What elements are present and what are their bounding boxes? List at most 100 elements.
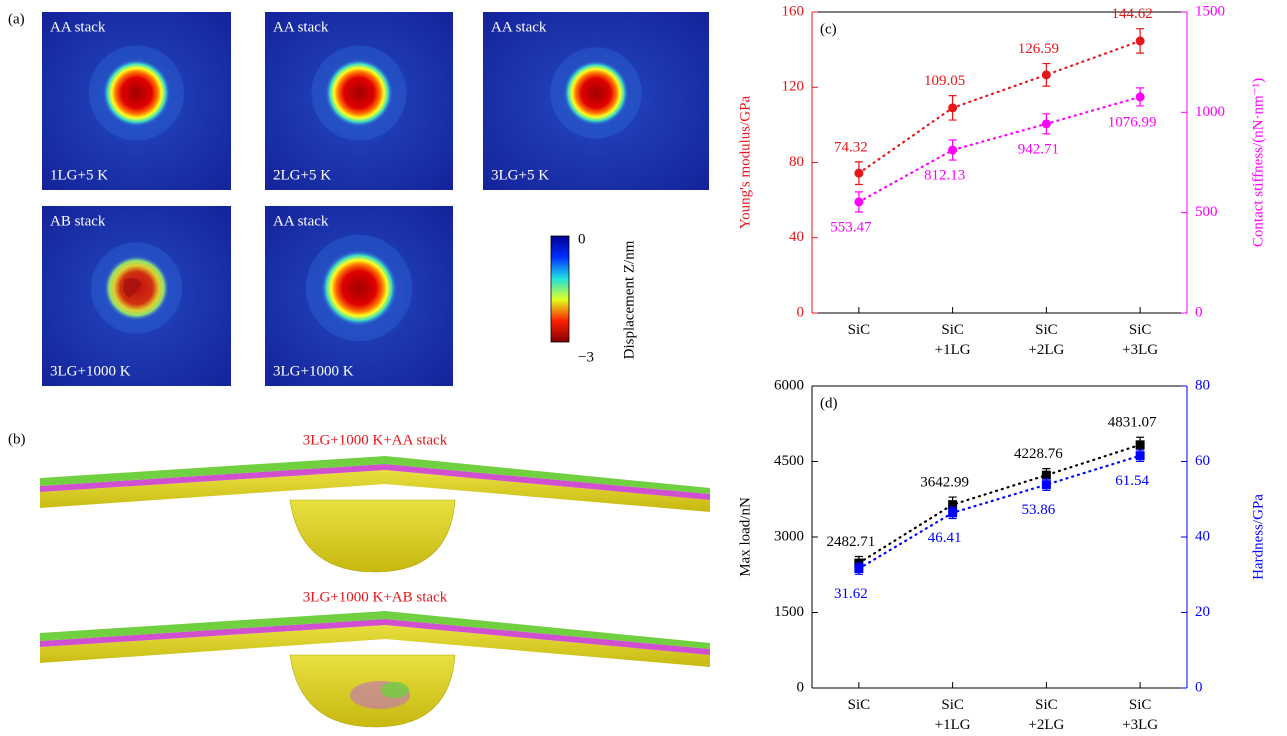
data-label: 3642.99 [920, 475, 969, 491]
data-label: 553.47 [830, 219, 872, 235]
data-label: 2482.71 [827, 534, 876, 550]
trend-line [857, 454, 1142, 570]
data-point [854, 564, 864, 574]
slab-green-layer [40, 456, 710, 494]
indent-spot [563, 60, 629, 126]
slab-substrate [40, 470, 710, 512]
data-label: 53.86 [1022, 502, 1056, 518]
data-point [1041, 480, 1051, 490]
data-label: 4228.76 [1014, 446, 1063, 462]
data-point [1135, 36, 1145, 46]
y2-axis-label: Contact stiffness/(nN·nm⁻¹) [1250, 78, 1266, 247]
panel-label: (d) [820, 395, 838, 411]
y2-tick-label: 20 [1195, 604, 1210, 620]
image-stack-label: AA stack [273, 213, 329, 229]
slab-green-layer [40, 611, 710, 649]
x-tick-label-line: +3LG [1122, 717, 1158, 733]
x-tick-label-line: SiC [1035, 322, 1058, 338]
y-tick-label: 1500 [774, 604, 804, 620]
data-point [948, 508, 958, 518]
slab-magenta-layer [40, 464, 710, 500]
data-label: 109.05 [924, 73, 965, 89]
image-condition-label: 3LG+5 K [491, 167, 549, 183]
image-stack-label: AA stack [273, 19, 329, 35]
data-label: 126.59 [1018, 41, 1059, 57]
data-label: 4831.07 [1108, 415, 1157, 431]
image-condition-label: 3LG+1000 K [50, 363, 131, 379]
y-tick-label: 3000 [774, 528, 804, 544]
x-tick-label-line: +3LG [1122, 342, 1158, 358]
data-point [854, 168, 864, 178]
x-tick-label: SiC +3LG [1122, 322, 1158, 358]
x-tick-label: SiC [848, 697, 871, 713]
x-tick-label: SiC +1LG [935, 322, 971, 358]
x-tick-label-line: +1LG [935, 717, 971, 733]
data-point [1041, 70, 1051, 80]
y-tick-label: 4500 [774, 453, 804, 469]
image-condition-label: 3LG+1000 K [273, 363, 354, 379]
colorbar-bottom-label: −3 [578, 349, 594, 365]
trend-line [857, 39, 1142, 175]
indent-spot [102, 59, 171, 127]
image-stack-label: AA stack [50, 19, 106, 35]
slab-magenta-layer [40, 619, 710, 655]
trend-line [857, 443, 1142, 565]
y2-tick-label: 40 [1195, 528, 1210, 544]
slab-bowl [289, 499, 456, 573]
colorbar-title: Displacement Z/nm [621, 240, 637, 359]
x-tick-label-line: SiC [1129, 322, 1152, 338]
y-tick-label: 160 [782, 3, 805, 19]
data-label: 812.13 [924, 167, 965, 183]
data-point [948, 145, 958, 155]
x-tick-label-line: SiC [1129, 697, 1152, 713]
slab-substrate [40, 625, 710, 667]
y-tick-label: 40 [789, 229, 804, 245]
data-point [1135, 92, 1145, 102]
x-tick-label: SiC [848, 322, 871, 338]
x-tick-label-line: SiC [848, 322, 871, 338]
data-label: 144.62 [1112, 6, 1153, 22]
y2-tick-label: 0 [1195, 679, 1203, 695]
y2-tick-label: 60 [1195, 453, 1210, 469]
x-tick-label: SiC +2LG [1028, 697, 1064, 733]
image-stack-label: AA stack [491, 19, 547, 35]
data-point [948, 103, 958, 113]
data-point [1041, 470, 1051, 480]
x-tick-label-line: SiC [941, 322, 964, 338]
data-point [948, 500, 958, 510]
y2-tick-label: 1500 [1195, 3, 1225, 19]
x-tick-label: SiC +3LG [1122, 697, 1158, 733]
y2-tick-label: 500 [1195, 204, 1218, 220]
slab-damage [381, 682, 409, 698]
x-tick-label-line: +2LG [1028, 717, 1064, 733]
indent-spot [321, 250, 397, 326]
slab-caption: 3LG+1000 K+AB stack [303, 589, 448, 605]
colorbar-top-label: 0 [578, 231, 586, 247]
y-tick-label: 120 [782, 79, 805, 95]
x-tick-label-line: SiC [941, 697, 964, 713]
x-tick-label-line: +1LG [935, 342, 971, 358]
panel-label: (b) [8, 431, 26, 447]
data-point [854, 197, 864, 207]
trend-line [857, 95, 1142, 204]
data-label: 31.62 [834, 586, 868, 602]
indent-damage [123, 277, 143, 298]
x-tick-label-line: +2LG [1028, 342, 1064, 358]
colorbar [550, 235, 570, 343]
data-point [1135, 440, 1145, 450]
slab-caption: 3LG+1000 K+AA stack [303, 432, 448, 448]
y-tick-label: 6000 [774, 377, 804, 393]
x-tick-label: SiC +2LG [1028, 322, 1064, 358]
y-tick-label: 80 [789, 154, 804, 170]
y-tick-label: 0 [797, 679, 805, 695]
data-label: 942.71 [1018, 141, 1059, 157]
indent-spot [325, 59, 393, 127]
y-tick-label: 0 [797, 304, 805, 320]
image-condition-label: 2LG+5 K [273, 167, 331, 183]
x-tick-label: SiC +1LG [935, 697, 971, 733]
image-condition-label: 1LG+5 K [50, 167, 108, 183]
y2-tick-label: 1000 [1195, 104, 1225, 120]
data-point [1041, 119, 1051, 129]
